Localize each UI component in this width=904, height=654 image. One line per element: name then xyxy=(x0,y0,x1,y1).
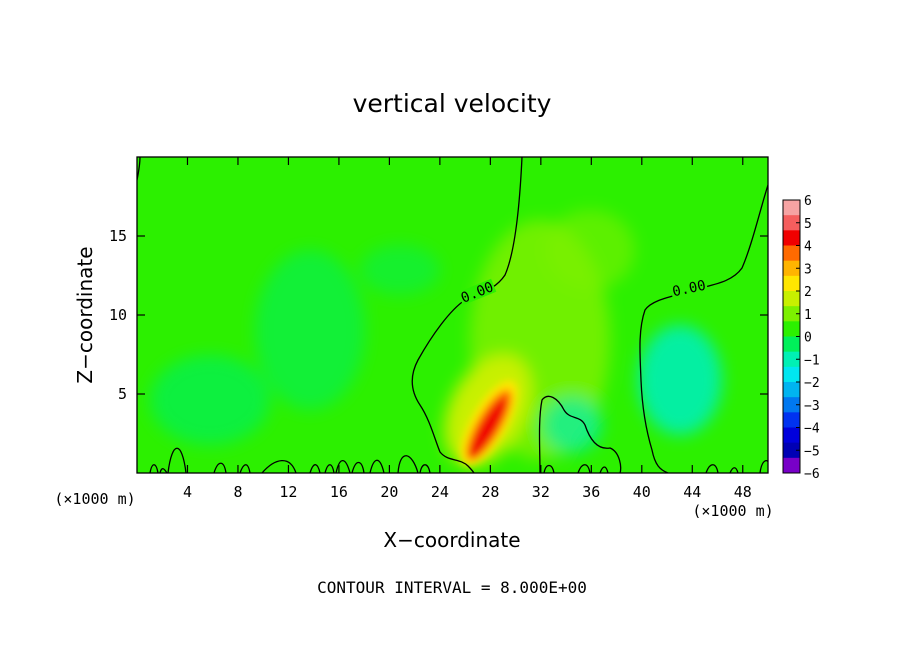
colorbar-tick-label: 3 xyxy=(804,262,812,277)
x-tick-label: 20 xyxy=(380,483,398,501)
x-tick-label: 48 xyxy=(734,483,752,501)
colorbar: 6 5 4 3 2 1 0 −1 −2 −3 −4 −5 −6 xyxy=(782,194,820,482)
heatmap-blobs xyxy=(150,210,722,466)
x-tick-label: 16 xyxy=(330,483,348,501)
weak-downdraft-region-upper xyxy=(360,245,440,295)
colorbar-tick-label: −6 xyxy=(804,467,820,482)
downdraft-region-mid xyxy=(542,397,602,453)
colorbar-swatch xyxy=(783,351,800,368)
contour-line xyxy=(639,184,768,473)
colorbar-tick-label: −5 xyxy=(804,444,820,459)
weak-downdraft-region-left xyxy=(150,355,270,445)
colorbar-swatch xyxy=(783,215,800,231)
colorbar-tick-label: 6 xyxy=(804,194,812,209)
colorbar-swatch xyxy=(783,291,800,307)
contour-line xyxy=(149,447,768,473)
contour-line xyxy=(411,157,523,473)
colorbar-swatch xyxy=(783,275,800,292)
colorbar-tick-label: −2 xyxy=(804,376,820,391)
colorbar-swatch xyxy=(783,442,800,459)
downdraft-region-right xyxy=(638,325,722,435)
updraft-core xyxy=(460,380,518,466)
y-tick-label: 10 xyxy=(109,306,127,324)
colorbar-tick-label: 4 xyxy=(804,240,812,255)
colorbar-swatch xyxy=(783,336,800,353)
x-unit-right: (×1000 m) xyxy=(692,502,773,520)
contour-label-bg xyxy=(457,278,497,306)
contour-line xyxy=(538,395,622,473)
colorbar-swatch xyxy=(783,412,800,428)
weak-downdraft-region-center xyxy=(255,250,365,410)
x-tick-label: 12 xyxy=(279,483,297,501)
x-tick-label: 36 xyxy=(582,483,600,501)
colorbar-tick-label: 2 xyxy=(804,285,812,300)
x-axis-label: X−coordinate xyxy=(383,528,520,552)
x-tick-label: 32 xyxy=(532,483,550,501)
colorbar-tick-label: −4 xyxy=(804,422,820,437)
x-tick-label: 28 xyxy=(481,483,499,501)
colorbar-swatch xyxy=(783,306,800,322)
colorbar-tick-label: 5 xyxy=(804,217,812,232)
colorbar-swatch xyxy=(783,260,800,277)
colorbar-swatch xyxy=(783,245,800,262)
contour-label-bg xyxy=(669,277,709,299)
heatmap-field: 0.00 0.00 xyxy=(137,157,768,473)
contour-label: 0.00 xyxy=(671,278,707,301)
x-tick-label: 40 xyxy=(633,483,651,501)
y-tick-label: 15 xyxy=(109,227,127,245)
colorbar-swatch xyxy=(783,200,800,216)
colorbar-swatch xyxy=(783,457,800,474)
x-tick-label: 8 xyxy=(233,483,242,501)
colorbar-swatch xyxy=(783,382,800,398)
x-tick-label: 24 xyxy=(431,483,449,501)
colorbar-tick-label: −1 xyxy=(804,353,820,368)
colorbar-tick-label: 1 xyxy=(804,308,812,323)
colorbar-swatch xyxy=(783,321,800,337)
colorbar-swatch xyxy=(783,397,800,413)
x-unit-left: (×1000 m) xyxy=(54,490,135,508)
colorbar-swatch xyxy=(783,427,800,444)
weak-updraft-region-upper xyxy=(545,210,635,290)
chart-title: vertical velocity xyxy=(353,89,552,118)
zero-contours xyxy=(137,157,768,473)
colorbar-swatch xyxy=(783,230,800,246)
contour-interval-note: CONTOUR INTERVAL = 8.000E+00 xyxy=(317,578,587,597)
colorbar-tick-label: 0 xyxy=(804,331,812,346)
colorbar-swatch xyxy=(783,366,800,383)
y-axis-label: Z−coordinate xyxy=(73,246,97,383)
y-tick-label: 5 xyxy=(118,385,127,403)
colorbar-tick-label: −3 xyxy=(804,399,820,414)
x-tick-label: 4 xyxy=(183,483,192,501)
updraft-core-red xyxy=(469,398,507,458)
x-tick-label: 44 xyxy=(683,483,701,501)
